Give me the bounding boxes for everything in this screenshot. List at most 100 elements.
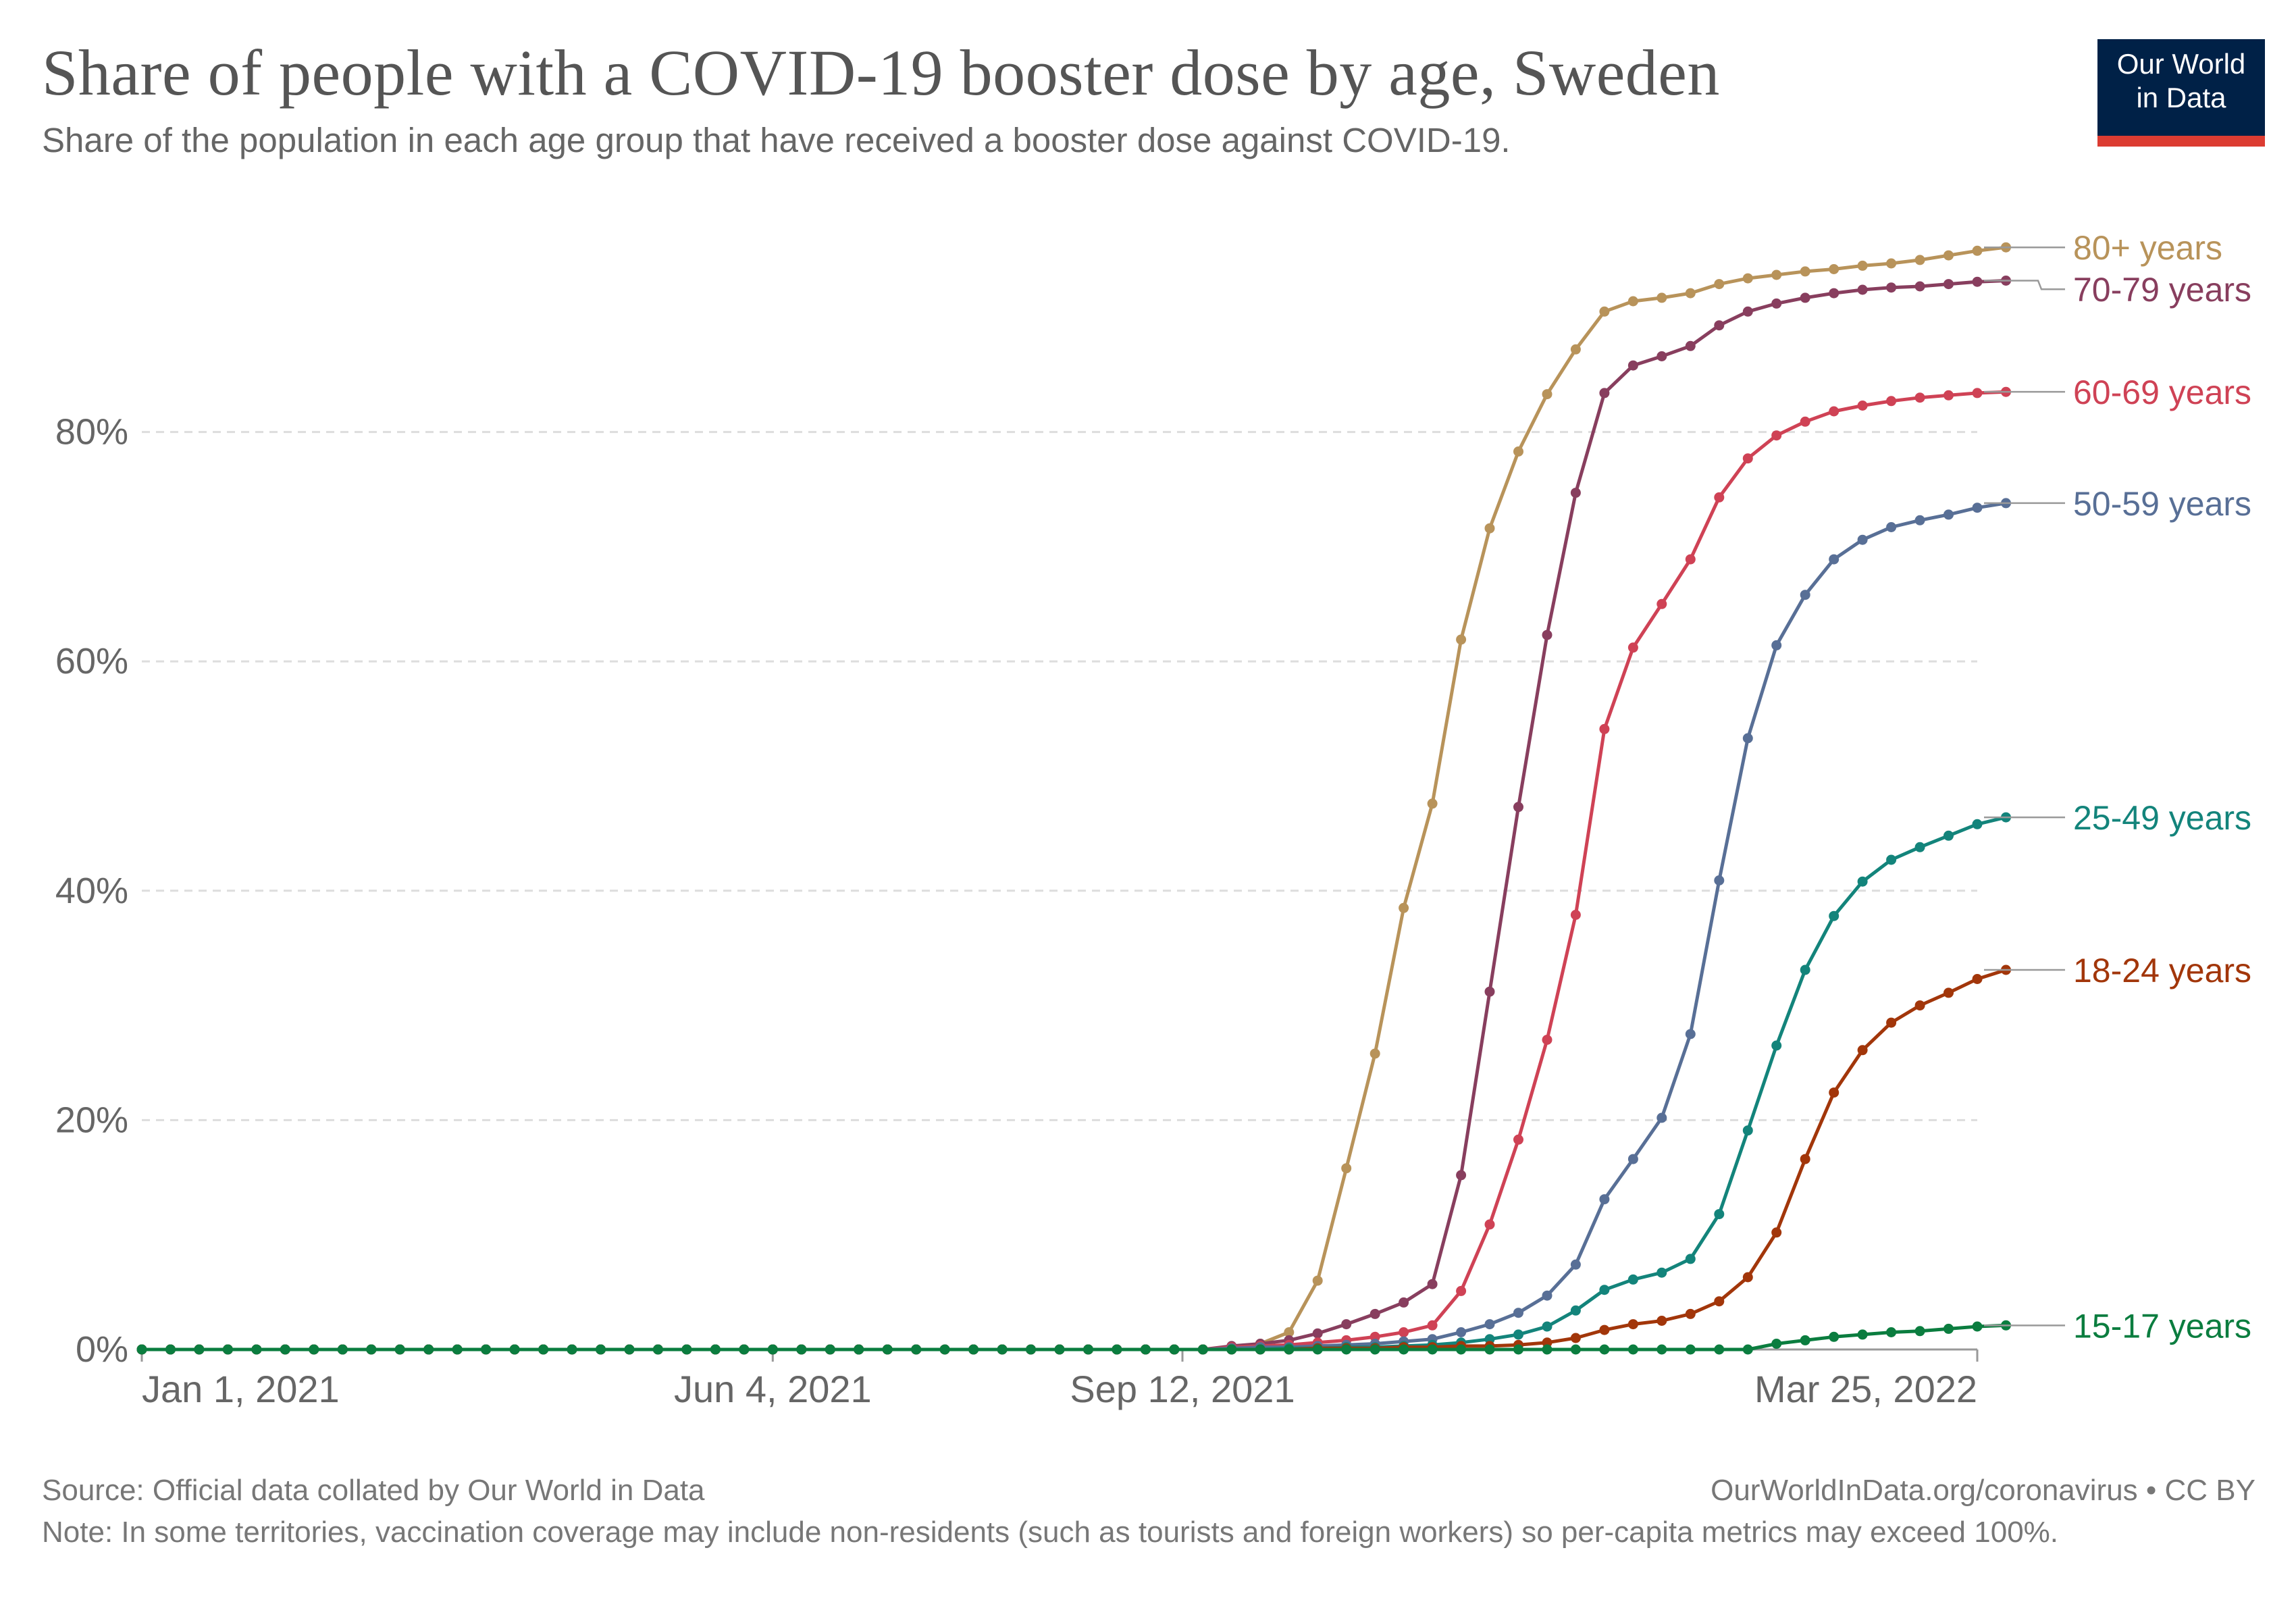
data-point [1599, 723, 1610, 734]
data-point [1742, 1125, 1753, 1136]
data-point [1943, 390, 1954, 401]
x-tick-label: Jun 4, 2021 [674, 1368, 872, 1410]
data-point [1914, 255, 1925, 265]
data-point [280, 1344, 290, 1355]
data-point [1284, 1327, 1295, 1337]
data-point [1427, 798, 1438, 809]
data-point [1570, 1344, 1581, 1355]
data-point [796, 1344, 807, 1355]
series-end-label: 80+ years [1984, 229, 2222, 267]
data-point [997, 1344, 1008, 1355]
data-point [1857, 534, 1868, 545]
data-point [1886, 1327, 1897, 1337]
data-point [1685, 1254, 1696, 1264]
data-point [1714, 492, 1725, 503]
data-point [1656, 292, 1667, 303]
data-point [1542, 1344, 1553, 1355]
data-point [1714, 320, 1725, 331]
data-point [509, 1344, 520, 1355]
data-point [394, 1344, 405, 1355]
data-point [1427, 1320, 1438, 1331]
data-point [1542, 1035, 1553, 1045]
series-70-79-years [136, 276, 2011, 1355]
data-point [1742, 733, 1753, 744]
data-point [1972, 388, 1983, 398]
data-point [911, 1344, 922, 1355]
data-point [1972, 1321, 1983, 1332]
data-point [1570, 1259, 1581, 1270]
data-point [1685, 1308, 1696, 1319]
logo-line-1: Our World [2116, 48, 2246, 80]
logo-accent-bar [2097, 136, 2265, 147]
series-60-69-years [136, 386, 2011, 1355]
data-point [854, 1344, 864, 1355]
data-point [1656, 1267, 1667, 1278]
series-label: 80+ years [2073, 229, 2222, 267]
data-point [1513, 446, 1523, 457]
y-tick-label: 60% [55, 641, 128, 681]
data-point [1857, 1329, 1868, 1340]
data-point [481, 1344, 492, 1355]
data-point [1656, 1344, 1667, 1355]
series-end-label: 18-24 years [1984, 952, 2251, 989]
data-point [1800, 1154, 1810, 1164]
chart-subtitle: Share of the population in each age grou… [42, 121, 1511, 159]
data-point [1627, 296, 1638, 307]
data-point [1627, 1274, 1638, 1285]
logo-line-2: in Data [2136, 82, 2226, 113]
data-point [1369, 1308, 1380, 1319]
data-point [1742, 306, 1753, 317]
data-point [1627, 360, 1638, 371]
data-point [1886, 396, 1897, 407]
x-tick-label: Sep 12, 2021 [1070, 1368, 1295, 1410]
data-point [1513, 1329, 1523, 1340]
data-point [1685, 1344, 1696, 1355]
footer-credit-link[interactable]: OurWorldInData.org/coronavirus • CC BY [1711, 1474, 2255, 1507]
data-point [366, 1344, 377, 1355]
data-point [1427, 1279, 1438, 1289]
data-point [136, 1344, 147, 1355]
data-point [1972, 276, 1983, 287]
data-point [1685, 554, 1696, 565]
data-point [1685, 1029, 1696, 1039]
series-50-59-years [136, 498, 2011, 1355]
data-point [309, 1344, 319, 1355]
data-point [1513, 1308, 1523, 1318]
data-point [939, 1344, 950, 1355]
data-point [1685, 288, 1696, 299]
data-point [1542, 389, 1553, 400]
series-label: 18-24 years [2073, 952, 2251, 989]
data-point [1742, 453, 1753, 464]
data-point [1341, 1344, 1352, 1355]
series-18-24-years [136, 964, 2011, 1355]
data-point [1427, 1344, 1438, 1355]
data-point [1456, 1170, 1467, 1181]
data-point [1886, 522, 1897, 532]
data-point [1972, 819, 1983, 829]
data-point [1599, 388, 1610, 398]
data-point [222, 1344, 233, 1355]
data-point [1829, 1087, 1840, 1098]
series-label: 50-59 years [2073, 485, 2251, 523]
series-label: 60-69 years [2073, 374, 2251, 411]
data-point [1829, 554, 1840, 565]
x-tick-label: Jan 1, 2021 [142, 1368, 340, 1410]
data-point [1140, 1344, 1151, 1355]
data-point [1341, 1319, 1352, 1330]
data-point [1972, 974, 1983, 984]
data-point [1312, 1344, 1323, 1355]
data-point [1570, 910, 1581, 920]
data-point [1829, 1331, 1840, 1342]
owid-logo[interactable]: Our World in Data [2097, 39, 2265, 147]
data-point [1484, 1219, 1495, 1230]
data-point [1627, 1344, 1638, 1355]
data-point [1112, 1344, 1122, 1355]
data-point [1599, 1194, 1610, 1205]
y-tick-label: 80% [55, 412, 128, 453]
data-point [1627, 642, 1638, 653]
data-point [194, 1344, 205, 1355]
data-point [1456, 1327, 1467, 1337]
series-line [142, 390, 2006, 1352]
data-point [165, 1344, 176, 1355]
